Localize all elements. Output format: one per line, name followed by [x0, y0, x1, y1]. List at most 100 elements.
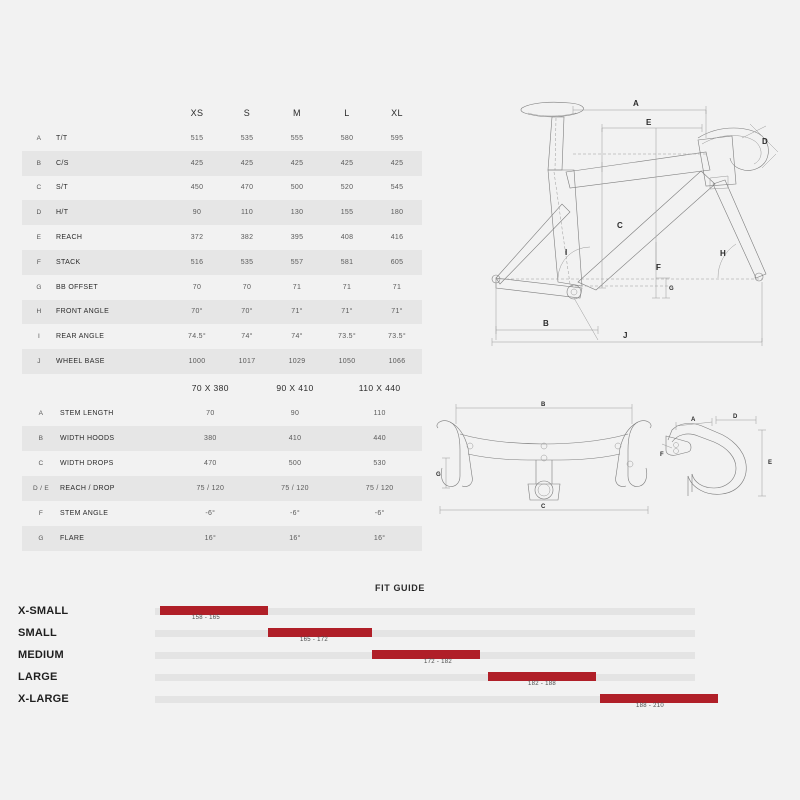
cell-value: 440 — [373, 435, 386, 442]
cell-value: 470 — [240, 184, 254, 192]
row-label: FRONT ANGLE — [56, 308, 110, 316]
table-row: B C/S 425 425 425 425 425 — [22, 150, 422, 176]
row-label: STEM ANGLE — [60, 510, 109, 517]
cell-value: 372 — [190, 234, 204, 242]
cell-value: 416 — [390, 234, 404, 242]
cell-value: 408 — [340, 234, 354, 242]
cell-value: -6° — [205, 510, 216, 517]
fit-bar — [600, 694, 718, 703]
cell-value: 535 — [240, 258, 254, 266]
row-ref: H — [36, 308, 42, 316]
cell-value: 75 / 120 — [365, 485, 394, 492]
frame-dim-label-b: B — [543, 319, 549, 328]
row-label: T/T — [56, 134, 68, 142]
fit-bar — [160, 606, 268, 615]
row-label: H/T — [56, 209, 69, 217]
cell-value: 70 — [242, 283, 252, 291]
cell-value: 425 — [290, 159, 304, 167]
cell-value: -6° — [290, 510, 300, 517]
row-ref: G — [38, 535, 44, 542]
column-header-xl: XL — [391, 108, 403, 118]
cell-value: 1029 — [288, 358, 306, 366]
table-row: C S/T 450 470 500 520 545 — [22, 176, 422, 201]
frame-geometry-table: XS S M L XL A T/T 515 535 555 580 595 B … — [22, 100, 422, 374]
fit-size-label: MEDIUM — [18, 649, 64, 661]
row-label: STEM LENGTH — [60, 410, 114, 417]
table-row: C WIDTH DROPS 470 500 530 — [22, 451, 422, 476]
fit-track — [155, 674, 695, 681]
cell-value: 470 — [204, 460, 217, 467]
cell-value: 410 — [288, 435, 302, 442]
row-label: REACH / DROP — [60, 485, 115, 492]
handlebar-side-view-diagram: A D E F — [660, 414, 772, 497]
frame-dim-label-a: A — [633, 99, 639, 108]
cell-value: 515 — [190, 134, 204, 142]
fit-range-label: 188 - 210 — [636, 703, 665, 709]
cell-value: 71 — [292, 283, 302, 291]
cell-value: 90 — [290, 410, 300, 417]
table-row: G BB OFFSET 70 70 71 71 71 — [22, 275, 422, 300]
header-ref-spacer — [22, 100, 56, 126]
row-ref: B — [36, 159, 42, 167]
fit-size-label: X-LARGE — [18, 693, 69, 705]
fit-size-label: X-SMALL — [18, 605, 69, 617]
bar-dim-label-c: C — [541, 504, 546, 510]
cell-value: 71 — [342, 283, 352, 291]
cell-value: 110 — [240, 209, 254, 217]
cell-value: 74° — [291, 333, 303, 341]
cell-value: 70° — [191, 308, 203, 316]
bar-side-dim-label-d: D — [733, 414, 738, 420]
table-row: E REACH 372 382 395 408 416 — [22, 225, 422, 250]
column-header-70x380: 70 X 380 — [191, 383, 229, 393]
cell-value: 16° — [204, 535, 217, 542]
row-label: FLARE — [60, 535, 85, 542]
cell-value: 520 — [340, 184, 354, 192]
fit-track — [155, 696, 695, 703]
cell-value: 74.5° — [188, 333, 206, 341]
row-ref: C — [38, 460, 44, 467]
column-header-l: L — [344, 108, 350, 118]
row-ref: A — [36, 134, 42, 142]
cell-value: 382 — [240, 234, 254, 242]
cell-value: 425 — [190, 159, 204, 167]
header-name-spacer — [60, 375, 168, 401]
fit-range-label: 165 - 172 — [300, 637, 329, 643]
frame-dim-label-h: H — [720, 249, 726, 258]
bar-side-dim-label-f: F — [660, 452, 664, 458]
table-row: F STEM ANGLE -6° -6° -6° — [22, 501, 422, 526]
cell-value: 75 / 120 — [196, 485, 225, 492]
row-label: BB OFFSET — [56, 283, 99, 291]
table-row: A T/T 515 535 555 580 595 — [22, 126, 422, 151]
row-label: REAR ANGLE — [56, 333, 105, 341]
row-ref: G — [36, 283, 42, 291]
row-label: WHEEL BASE — [56, 358, 105, 366]
cell-value: 395 — [290, 234, 304, 242]
fit-row-large: LARGE 182 - 188 — [0, 669, 800, 690]
row-ref: B — [38, 435, 44, 442]
cell-value: 1066 — [388, 358, 406, 366]
row-ref: I — [37, 333, 41, 341]
row-ref: D / E — [33, 485, 49, 492]
table-row: B WIDTH HOODS 380 410 440 — [22, 426, 422, 451]
frame-dim-label-g: G — [669, 286, 674, 292]
fit-row-x-large: X-LARGE 188 - 210 — [0, 691, 800, 712]
cell-value: 450 — [190, 184, 204, 192]
cell-value: 16° — [289, 535, 301, 542]
cell-value: 425 — [240, 159, 254, 167]
fit-row-small: SMALL 165 - 172 — [0, 625, 800, 646]
cell-value: 71° — [391, 308, 403, 316]
cell-value: 155 — [340, 209, 354, 217]
cell-value: 130 — [290, 209, 304, 217]
cell-value: 70 — [192, 283, 202, 291]
cell-value: 425 — [340, 159, 354, 167]
fit-size-label: LARGE — [18, 671, 58, 683]
fit-track — [155, 608, 695, 615]
cell-value: 581 — [340, 258, 354, 266]
cell-value: 595 — [390, 134, 404, 142]
fit-guide-title: FIT GUIDE — [375, 583, 425, 593]
column-header-m: M — [293, 108, 301, 118]
fit-guide-section: FIT GUIDE X-SMALL 158 - 165 SMALL 165 - … — [0, 575, 800, 709]
bar-dim-label-b: B — [541, 402, 546, 408]
table-header-row: XS S M L XL — [22, 100, 422, 126]
frame-dim-label-f: F — [656, 263, 661, 272]
